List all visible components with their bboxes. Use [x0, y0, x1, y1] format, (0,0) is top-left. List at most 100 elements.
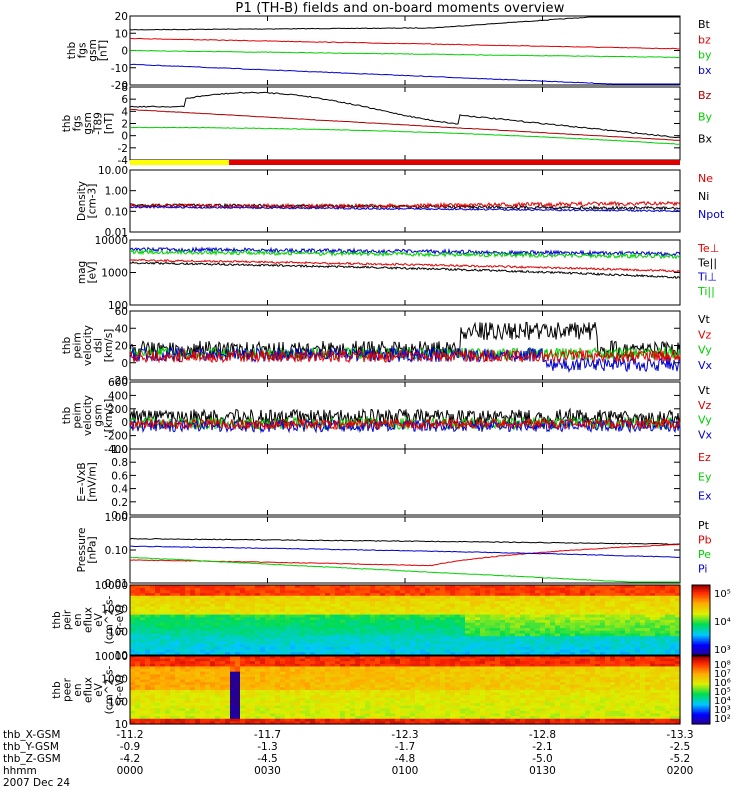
heat-cell — [255, 636, 261, 640]
heat-cell — [140, 666, 146, 670]
heat-cell — [610, 628, 616, 632]
heat-cell — [240, 587, 246, 591]
heat-cell — [475, 692, 481, 696]
heat-cell — [230, 593, 236, 597]
heat-cell — [205, 682, 211, 686]
heat-cell — [635, 606, 641, 610]
heat-cell — [365, 622, 371, 626]
heat-cell — [355, 692, 361, 696]
heat-cell — [145, 611, 151, 616]
heat-cell — [435, 666, 441, 670]
heat-cell — [165, 682, 171, 686]
heat-cell — [310, 661, 316, 665]
heat-cell — [395, 692, 401, 696]
heat-cell — [170, 690, 176, 694]
heat-cell — [300, 609, 306, 613]
heat-cell — [645, 622, 651, 626]
mode-bar-red — [229, 160, 680, 165]
heat-cell — [395, 663, 401, 668]
heat-cell — [230, 713, 236, 717]
heat-cell — [140, 603, 146, 608]
heat-cell — [375, 703, 381, 707]
heat-cell — [415, 695, 421, 699]
heat-cell — [335, 585, 341, 589]
heat-cell — [295, 697, 301, 702]
heat-cell — [270, 656, 276, 660]
heat-cell — [650, 638, 656, 643]
heat-cell — [200, 595, 206, 600]
heat-cell — [245, 679, 251, 683]
heat-cell — [325, 692, 331, 696]
heat-cell — [595, 585, 601, 589]
heat-cell — [195, 690, 201, 694]
heat-cell — [290, 614, 296, 618]
heat-cell — [345, 652, 351, 656]
heat-cell — [195, 646, 201, 651]
heat-cell — [480, 593, 486, 597]
heat-cell — [350, 690, 356, 694]
heat-cell — [345, 721, 351, 725]
heat-cell — [550, 595, 556, 600]
heat-cell — [330, 628, 336, 632]
heat-cell — [175, 692, 181, 696]
heat-cell — [280, 646, 286, 651]
heat-cell — [465, 708, 471, 712]
heat-cell — [150, 636, 156, 640]
heat-cell — [445, 695, 451, 699]
heat-cell — [405, 684, 411, 688]
heat-cell — [315, 658, 321, 662]
heat-cell — [395, 661, 401, 665]
chart-title: P1 (TH-B) fields and on-board moments ov… — [235, 1, 565, 16]
heat-cell — [195, 674, 201, 678]
heat-cell — [455, 603, 461, 608]
heat-cell — [490, 614, 496, 618]
heat-cell — [215, 669, 221, 673]
heat-cell — [270, 598, 276, 602]
heat-cell — [260, 630, 266, 635]
heat-cell — [405, 590, 411, 594]
heat-cell — [640, 633, 646, 637]
heat-cell — [375, 658, 381, 662]
heat-cell — [275, 606, 281, 610]
heat-cell — [210, 716, 216, 720]
heat-cell — [130, 628, 136, 632]
heat-cell — [320, 614, 326, 618]
heat-cell — [485, 603, 491, 608]
heat-cell — [210, 649, 216, 653]
heat-cell — [265, 614, 271, 618]
heat-cell — [185, 721, 191, 725]
heat-cell — [195, 611, 201, 616]
heat-cell — [170, 598, 176, 602]
heat-cell — [200, 638, 206, 643]
heat-cell — [130, 625, 136, 629]
heat-cell — [465, 652, 471, 656]
heat-cell — [440, 682, 446, 686]
heat-cell — [260, 611, 266, 616]
heat-cell — [285, 585, 291, 589]
heat-cell — [260, 636, 266, 640]
heat-cell — [250, 630, 256, 635]
heat-cell — [260, 633, 266, 637]
heat-cell — [195, 663, 201, 668]
heat-cell — [650, 641, 656, 645]
heat-cell — [370, 676, 376, 681]
heat-cell — [620, 614, 626, 618]
heat-cell — [520, 585, 526, 589]
heat-cell — [160, 620, 166, 624]
heat-cell — [225, 682, 231, 686]
heat-cell — [390, 620, 396, 624]
heat-cell — [480, 585, 486, 589]
heat-cell — [565, 595, 571, 600]
heat-cell — [590, 633, 596, 637]
heat-cell — [180, 697, 186, 702]
heat-cell — [625, 606, 631, 610]
heat-cell — [220, 609, 226, 613]
heat-cell — [570, 641, 576, 645]
heat-cell — [195, 606, 201, 610]
heat-cell — [275, 679, 281, 683]
heat-cell — [525, 649, 531, 653]
heat-cell — [255, 718, 261, 722]
heat-cell — [205, 710, 211, 715]
heat-cell — [335, 663, 341, 668]
heat-cell — [630, 595, 636, 600]
